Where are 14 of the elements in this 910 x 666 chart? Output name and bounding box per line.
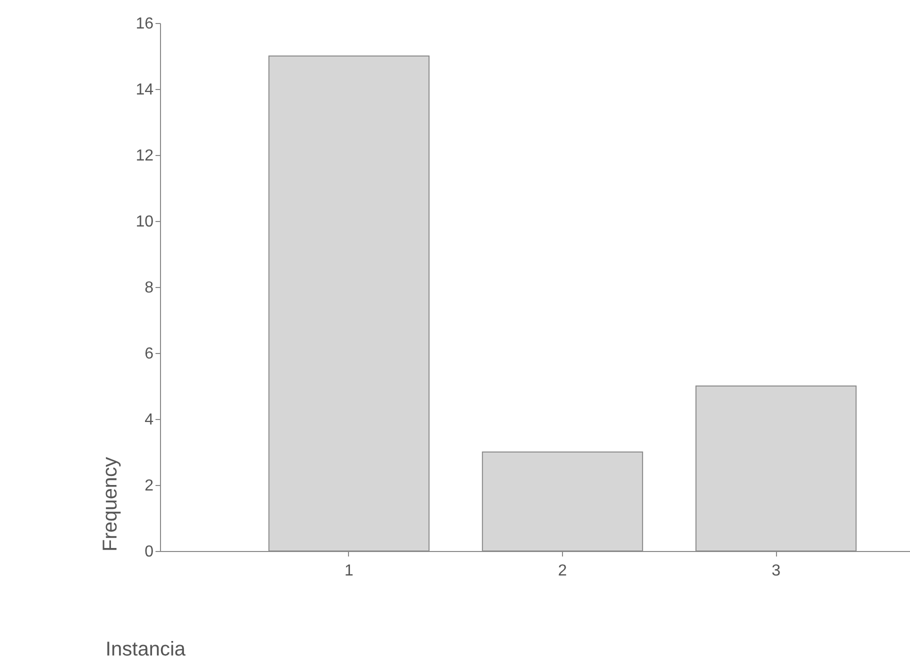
y-tick-label: 16	[136, 16, 154, 32]
y-tick-label: 10	[136, 214, 154, 230]
y-axis-title: Frequency	[100, 457, 122, 552]
x-tick-label: 1	[344, 562, 354, 580]
x-tick-label: 2	[558, 562, 568, 580]
y-tick-label: 14	[136, 82, 154, 98]
y-tick-label: 6	[144, 346, 154, 362]
x-tick-label: 3	[772, 562, 781, 580]
y-tick-label: 2	[144, 478, 154, 494]
y-tick-label: 12	[136, 148, 154, 164]
y-tick-label: 0	[144, 544, 154, 560]
x-axis-title: Instancia	[106, 638, 186, 660]
y-tick-label: 4	[144, 412, 154, 428]
y-tick-label: 8	[144, 280, 154, 296]
